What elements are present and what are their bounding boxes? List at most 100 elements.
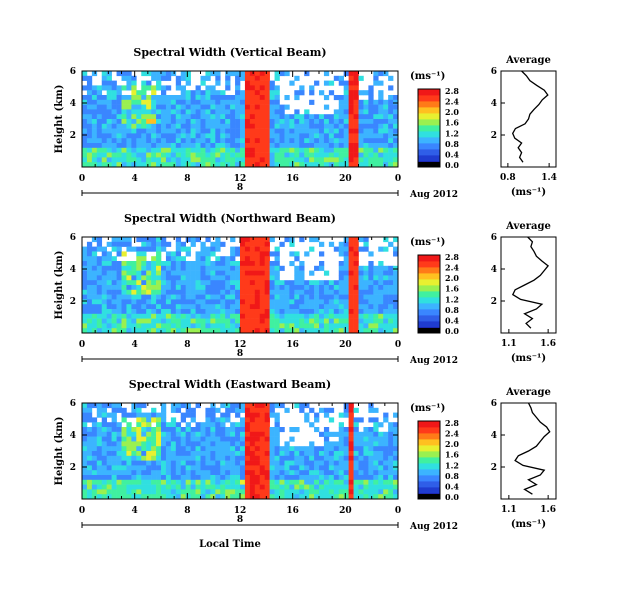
heat-cell [82,138,88,144]
heat-cell [165,128,172,134]
colorbar-swatch [418,445,440,452]
heat-cell [156,475,162,481]
heat-cell [388,441,394,447]
heat-cell [383,446,389,452]
heat-cell [136,299,142,305]
heat-cell [165,304,172,310]
heat-cell [180,261,186,267]
heat-cell [96,261,103,267]
heat-cell [185,138,191,144]
heat-cell [254,90,261,96]
heat-cell [373,162,379,168]
heat-cell [210,246,216,252]
heat-cell [284,451,290,457]
heat-cell [363,427,369,433]
heat-cell [136,152,142,158]
colorbar-frame [417,420,441,500]
y-axis-label: Height (km) [54,85,65,154]
heat-cell [240,446,246,452]
heat-cell [121,407,127,413]
heat-cell [240,285,246,291]
heat-cell [274,328,280,334]
heat-cell [82,294,88,300]
heat-cell [180,162,186,168]
heat-cell [161,237,167,243]
colorbar-swatch [418,469,440,476]
heat-cell [338,104,344,110]
heat-cell [151,417,157,423]
heat-cell [225,80,231,86]
heat-cell [215,147,221,153]
heat-cell [106,99,112,105]
heat-cell [230,470,236,476]
heat-cell [254,323,261,329]
heat-cell [111,114,117,120]
heat-cell [136,436,142,442]
heat-cell [175,80,182,86]
heat-cell [111,422,117,428]
heat-cell [161,261,167,267]
heat-cell [205,109,211,115]
heat-cell [205,128,211,134]
heat-cell [156,489,162,495]
heat-cell [244,465,251,471]
heat-cell [220,143,226,149]
heat-cell [249,119,256,125]
heat-cell [136,470,142,476]
heat-cell [388,299,394,305]
heat-cell [170,313,177,319]
heat-cell [195,119,201,125]
heat-cell [156,309,162,315]
heat-cell [101,114,107,120]
heat-cell [235,119,241,125]
heat-cell [388,427,394,433]
heat-cell [314,133,320,139]
heat-cell [175,270,182,276]
heat-cell [368,441,374,447]
heat-cell [249,143,256,149]
heat-cell [151,412,157,418]
heat-cell [220,323,226,329]
heat-cell [348,323,354,329]
heat-cell [121,470,127,476]
heat-cell [82,446,88,452]
heat-cell [215,241,221,247]
heat-cell [343,256,349,262]
heat-cell [190,441,196,447]
heat-cell [343,90,349,96]
heat-cell [156,484,162,490]
heat-cell [175,285,182,291]
heat-cell [136,157,142,163]
heat-cell [244,470,251,476]
x-tick-label: 0 [395,340,401,350]
heat-cell [101,494,107,500]
heat-cell [309,99,315,105]
heat-cell [348,436,354,442]
heat-cell [170,484,177,490]
heat-cell [121,323,127,329]
heat-cell [353,479,359,485]
heat-cell [156,294,162,300]
heat-cell [96,280,103,286]
heat-cell [146,484,152,490]
heat-cell [274,265,280,271]
heat-cell [91,427,98,433]
heat-cell [264,241,270,247]
heat-cell [319,475,325,481]
heat-cell [141,241,147,247]
heat-cell [180,241,186,247]
heat-cell [319,147,325,153]
heat-cell [309,489,315,495]
heat-cell [230,138,236,144]
heat-cell [319,484,325,490]
heat-cell [304,446,310,452]
heat-cell [388,479,394,485]
heat-cell [358,323,364,329]
heat-cell [210,412,216,418]
heat-cell [86,304,93,310]
heat-cell [101,299,107,305]
heat-cell [86,407,93,413]
heat-cell [333,157,340,163]
colorbar-tick-label: 2.4 [445,429,459,439]
heat-cell [82,309,88,315]
